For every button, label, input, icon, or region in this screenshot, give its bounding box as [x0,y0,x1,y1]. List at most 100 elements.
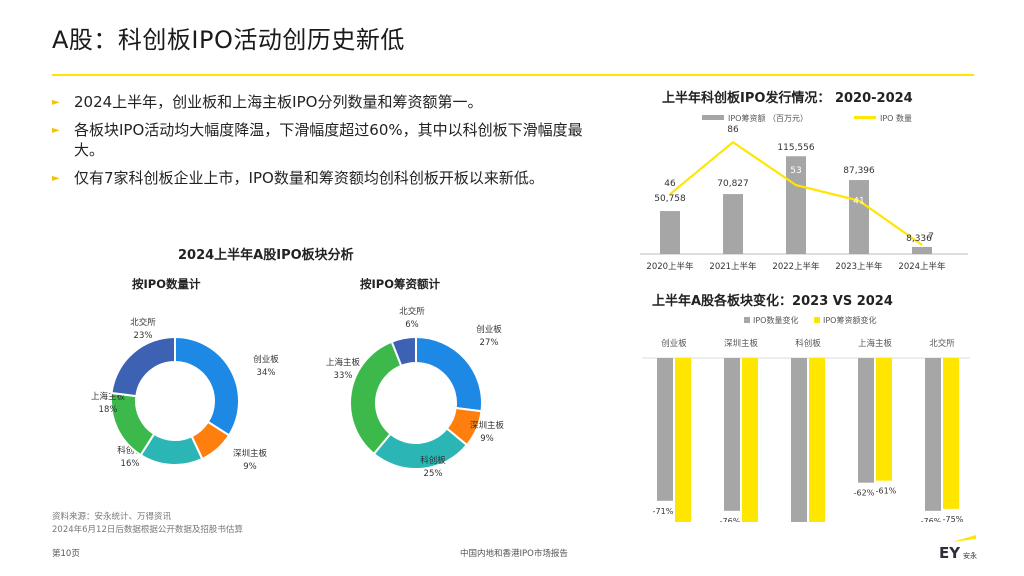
page-title: A股：科创板IPO活动创历史新低 [52,26,405,54]
bar-value-label: 50,758 [654,194,686,204]
line-series [669,140,923,246]
slice-name-label: 上海主板 [91,391,126,402]
line-value-label: 86 [727,125,739,135]
donut-slice [174,335,240,437]
bullet-arrow-icon: ► [52,173,60,184]
category-label: 深圳主板 [724,338,759,349]
slice-name-label: 深圳主板 [233,448,268,459]
bar-value-label: 8,336 [906,234,932,244]
x-tick-label: 2023上半年 [835,261,883,272]
bullet-item: ► 仅有7家科创板企业上市，IPO数量和筹资额均创科创板开板以来新低。 [52,168,592,188]
slice-name-label: 科创板 [117,445,143,456]
donut-slice [110,335,176,398]
ey-logo: EY 安永 [939,535,977,562]
bar-amount [876,358,892,481]
slice-value-label: 6% [405,320,419,330]
bar [849,180,869,254]
legend-label: IPO筹资额变化 [823,315,876,325]
bar-value-label: 87,396 [843,166,875,176]
donut-count-chart: 创业板 34% 深圳主板 9% 科创板 16% 上海主板 18% 北交所 23% [91,317,279,472]
slice-name-label: 科创板 [420,455,446,466]
category-label: 科创板 [795,338,821,349]
bullet-list: ► 2024上半年，创业板和上海主板IPO分列数量和筹资额第一。 ► 各板块IPO活… [52,92,592,196]
category-label: 北交所 [929,338,955,349]
line-value-label: 41 [853,197,864,207]
bullet-text: 2024上半年，创业板和上海主板IPO分列数量和筹资额第一。 [74,93,483,111]
bar-count [925,358,941,511]
x-tick-label: 2020上半年 [646,261,694,272]
slice-name-label: 北交所 [399,306,425,317]
slice-value-label: 27% [480,338,499,348]
legend-swatch-amount [814,317,820,323]
bar-count-label: -76% [720,517,741,522]
slice-name-label: 创业板 [253,354,279,365]
slice-name-label: 创业板 [476,324,502,335]
donut-count-title: 按IPO数量计 [132,277,201,291]
star-chart-title: 上半年科创板IPO发行情况： 2020-2024 [662,91,913,106]
legend-swatch-bar [702,115,724,120]
bar-count [791,358,807,522]
bullet-text: 仅有7家科创板企业上市，IPO数量和筹资额均创科创板开板以来新低。 [74,169,544,187]
bar-count-label: -62% [854,489,875,498]
donut-amount-chart: 创业板 27% 深圳主板 9% 科创板 25% 上海主板 33% 北交所 6% [326,306,505,479]
bar-amount [742,358,758,522]
bar-count [657,358,673,501]
slice-value-label: 25% [424,469,443,479]
bar [912,246,932,254]
board-chart-title: 上半年A股各板块变化：2023 VS 2024 [652,294,893,309]
legend-label: IPO筹资额 （百万元） [728,113,808,123]
donut-slice [415,335,483,413]
bullet-item: ► 2024上半年，创业板和上海主板IPO分列数量和筹资额第一。 [52,92,592,112]
line-value-label: 46 [664,179,676,189]
logo-text: EY [939,544,961,562]
donut-amount-title: 按IPO筹资额计 [360,277,440,291]
star-ipo-chart: IPO筹资额 （百万元） IPO 数量 2020上半年 2021上半年 2022上半年 2… [640,113,968,272]
slice-value-label: 9% [480,434,494,444]
slice-name-label: 深圳主板 [470,420,505,431]
bar-value-label: 70,827 [717,179,749,189]
slice-value-label: 16% [121,459,140,469]
category-label: 创业板 [661,338,687,349]
legend-label: IPO数量变化 [753,315,798,325]
legend-swatch-line [854,116,876,119]
bar-value-label: 115,556 [777,143,814,153]
bar-count [724,358,740,511]
bullet-text: 各板块IPO活动均大幅度降温，下滑幅度超过60%，其中以科创板下滑幅度最大。 [74,121,583,159]
slice-value-label: 33% [334,371,353,381]
slice-value-label: 23% [134,331,153,341]
x-tick-label: 2021上半年 [709,261,757,272]
source-note: 资料来源：安永统计、万得资讯 [52,512,172,522]
bullet-item: ► 各板块IPO活动均大幅度降温，下滑幅度超过60%，其中以科创板下滑幅度最大。 [52,120,592,160]
source-note-2: 2024年6月12日后数据根据公开数据及招股书估算 [52,525,243,535]
bar-amount-label: -75% [943,515,964,522]
slice-value-label: 34% [257,368,276,378]
bar-amount [809,358,825,522]
donut-slice [349,340,403,456]
x-tick-label: 2024上半年 [898,261,946,272]
slice-name-label: 上海主板 [326,357,361,368]
category-label: 上海主板 [858,338,893,349]
logo-sub: 安永 [963,551,977,560]
donut-group-title: 2024上半年A股IPO板块分析 [178,248,354,263]
bar-amount-label: -61% [876,487,897,496]
bar [660,211,680,254]
donut-slice [390,335,417,368]
bullet-arrow-icon: ► [52,125,60,136]
bullet-arrow-icon: ► [52,97,60,108]
slice-value-label: 18% [99,405,118,415]
bar-amount [943,358,959,509]
bar [723,194,743,254]
line-value-label: 7 [928,232,934,242]
line-value-label: 53 [790,166,801,176]
slice-value-label: 9% [243,462,257,472]
bar-count-label: -71% [653,507,674,516]
page-number: 第10页 [52,549,80,559]
bar-count [858,358,874,483]
x-tick-label: 2022上半年 [772,261,820,272]
report-name: 中国内地和香港IPO市场报告 [460,549,568,559]
legend-label: IPO 数量 [880,113,912,123]
board-change-chart: IPO数量变化IPO筹资额变化创业板-71%-86%深圳主板-76%-86%科创… [642,315,970,522]
slice-name-label: 北交所 [130,317,156,328]
title-rule [52,74,974,76]
legend-swatch-count [744,317,750,323]
